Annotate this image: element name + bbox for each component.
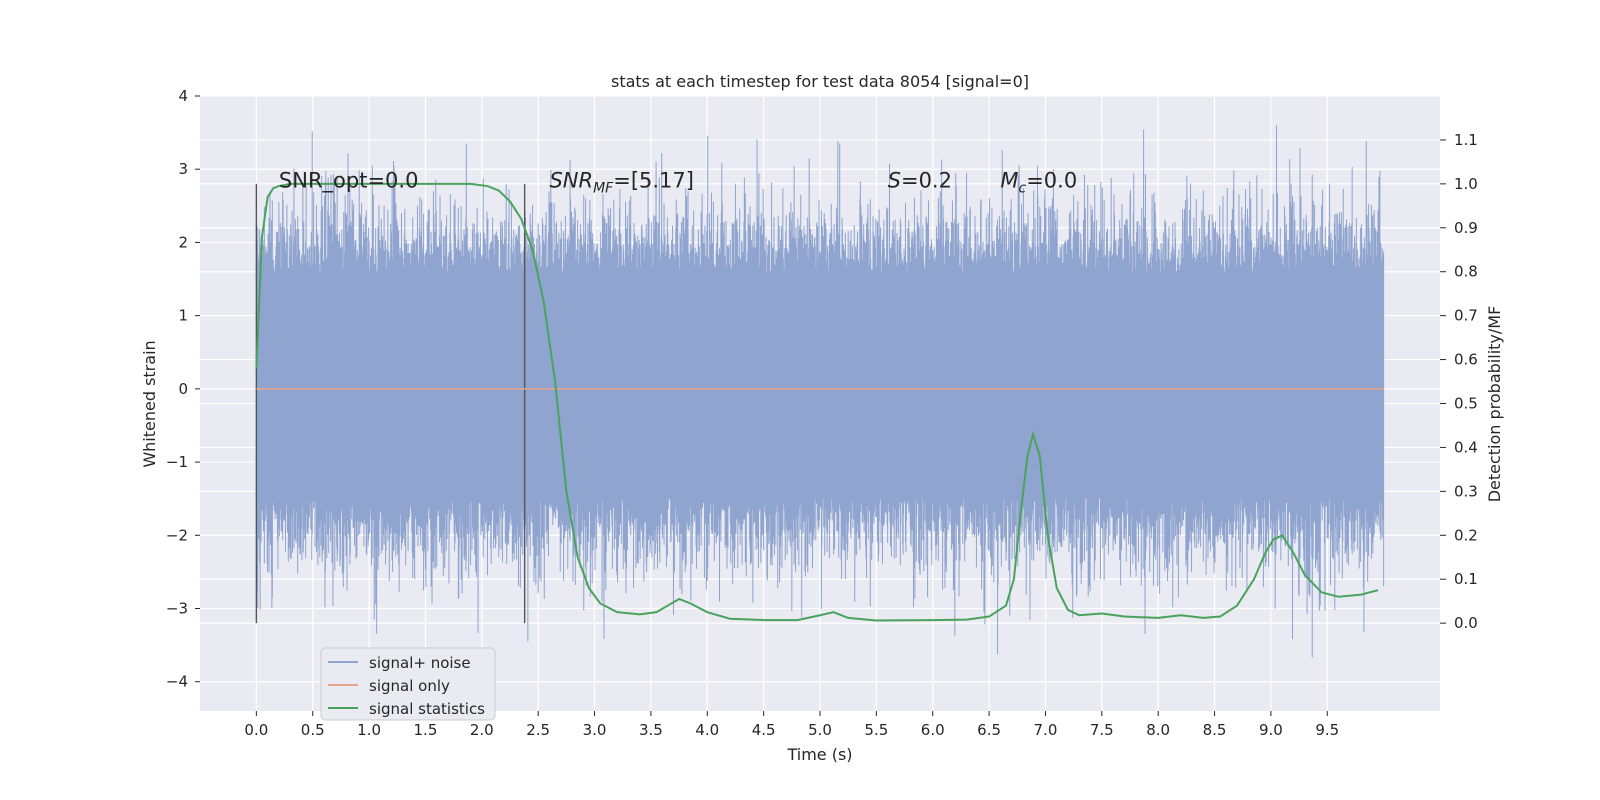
x-tick-label: 2.5 [526, 721, 550, 739]
annotation-value: =0.0 [1026, 169, 1077, 193]
annotation-value: =0.2 [901, 169, 952, 193]
y-tick-label: 0 [178, 380, 188, 398]
y2-axis-ticks: 1.1 1.0 0.9 0.8 0.7 0.6 0.5 0.4 0.3 0.2 0.1 0.0 [1440, 131, 1478, 632]
x-tick-label: 7.0 [1034, 721, 1058, 739]
y2-tick-label: 0.6 [1454, 351, 1478, 369]
x-tick-label: 5.0 [808, 721, 832, 739]
y-tick-label: −1 [166, 453, 188, 471]
y-tick-label: −4 [166, 673, 188, 691]
x-tick-label: 9.0 [1259, 721, 1283, 739]
y2-tick-label: 0.3 [1454, 482, 1478, 500]
x-tick-label: 8.0 [1146, 721, 1170, 739]
y-tick-label: 4 [178, 87, 188, 105]
signal-statistics-line [255, 182, 1379, 622]
x-tick-label: 4.5 [752, 721, 776, 739]
x-axis-label: Time (s) [786, 745, 852, 764]
y2-tick-label: 0.4 [1454, 438, 1478, 456]
y-axis-label: Whitened strain [140, 340, 159, 467]
x-tick-label: 1.0 [357, 721, 381, 739]
x-tick-label: 4.0 [695, 721, 719, 739]
chart-title: stats at each timestep for test data 805… [611, 72, 1029, 91]
y2-tick-label: 1.0 [1454, 175, 1478, 193]
annotation-s: S=0.2 [888, 169, 952, 193]
annotation-math: S [888, 169, 901, 193]
x-tick-label: 0.5 [301, 721, 325, 739]
signal-plus-noise-series [255, 125, 1385, 658]
y2-axis-label: Detection probability/MF [1485, 306, 1504, 503]
x-tick-label: 2.0 [470, 721, 494, 739]
annotation-mc: Mc=0.0 [1000, 169, 1077, 197]
annotation-snr_mf: SNRMF=[5.17] [549, 169, 694, 197]
y2-tick-label: 0.0 [1454, 614, 1478, 632]
signal-statistics-series [255, 182, 1379, 622]
x-tick-label: 1.5 [414, 721, 438, 739]
annotation-math: SNR [549, 169, 593, 193]
x-tick-label: 7.5 [1090, 721, 1114, 739]
annotation-value: =[5.17] [613, 169, 694, 193]
x-axis-ticks: 0.0 0.5 1.0 1.5 2.0 2.5 3.0 3.5 4.0 4.5 5.0 5.5 6.0 6… [244, 711, 1339, 739]
y-tick-label: −2 [166, 526, 188, 544]
annotation-subscript: c [1018, 181, 1026, 197]
legend-label-signal-only: signal only [369, 677, 450, 695]
y2-tick-label: 0.9 [1454, 219, 1478, 237]
marker-lines [255, 183, 526, 624]
y2-tick-label: 0.2 [1454, 526, 1478, 544]
noise-trace [255, 125, 1385, 658]
x-tick-label: 3.0 [583, 721, 607, 739]
y-tick-label: 1 [178, 307, 188, 325]
x-tick-label: 6.5 [977, 721, 1001, 739]
annotations: SNR_opt=0.0 SNRMF=[5.17] S=0.2 Mc=0.0 [279, 169, 1077, 197]
x-tick-label: 5.5 [864, 721, 888, 739]
y2-tick-label: 0.7 [1454, 307, 1478, 325]
y2-tick-label: 0.1 [1454, 570, 1478, 588]
annotation-snr_opt: SNR_opt=0.0 [279, 169, 419, 194]
x-tick-label: 3.5 [639, 721, 663, 739]
x-tick-label: 0.0 [244, 721, 268, 739]
y2-tick-label: 0.5 [1454, 395, 1478, 413]
legend-label-signal-statistics: signal statistics [369, 700, 485, 718]
annotation-math: M [1000, 169, 1018, 193]
legend: signal+ noise signal only signal statist… [320, 647, 496, 721]
y-tick-label: −3 [166, 600, 188, 618]
y2-tick-label: 1.1 [1454, 131, 1478, 149]
y-axis-ticks: 4 3 2 1 0 −1 −2 −3 −4 [166, 87, 200, 691]
legend-label-signal-noise: signal+ noise [369, 654, 471, 672]
y-tick-label: 2 [178, 233, 188, 251]
x-tick-label: 8.5 [1203, 721, 1227, 739]
y2-tick-label: 0.8 [1454, 263, 1478, 281]
x-tick-label: 6.0 [921, 721, 945, 739]
y-tick-label: 3 [178, 160, 188, 178]
x-tick-label: 9.5 [1315, 721, 1339, 739]
annotation-subscript: MF [593, 181, 614, 197]
legend-box [320, 647, 496, 721]
